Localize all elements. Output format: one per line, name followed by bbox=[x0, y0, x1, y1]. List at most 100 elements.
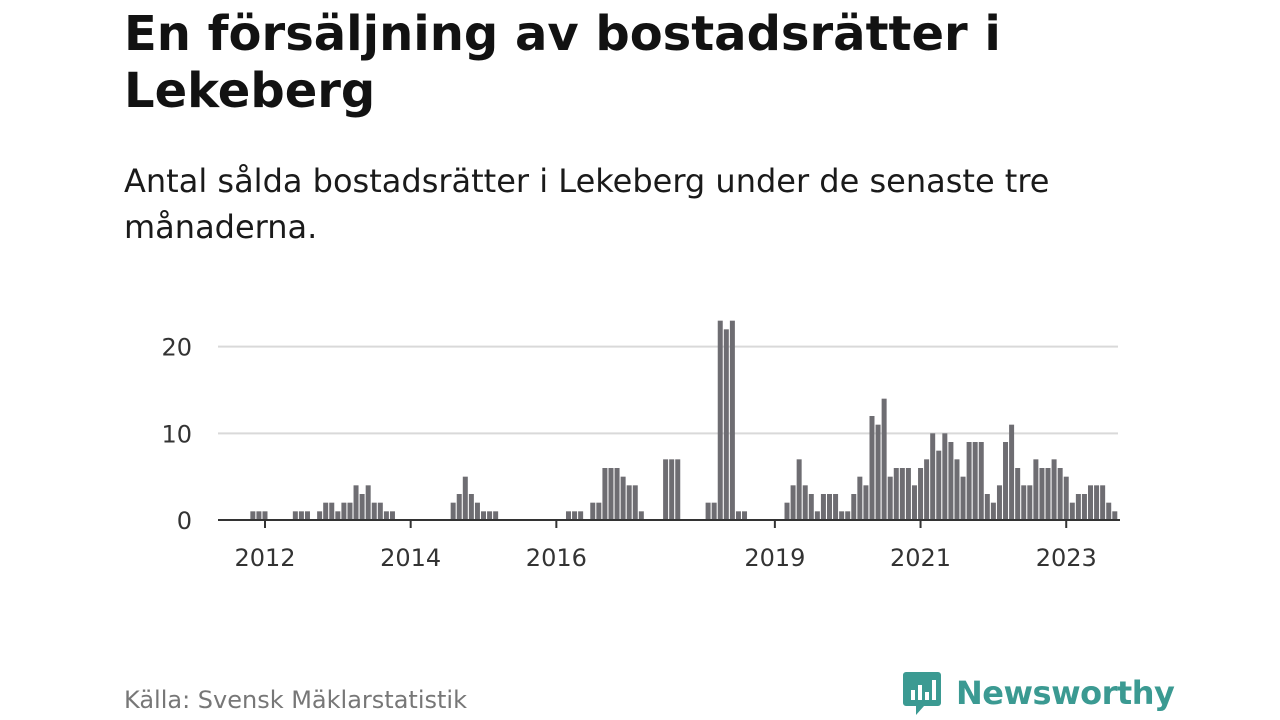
bar-2020-04 bbox=[863, 485, 869, 520]
bar-2016-11 bbox=[614, 468, 620, 520]
bar-2016-12 bbox=[620, 476, 626, 520]
x-tick-label: 2019 bbox=[744, 544, 805, 572]
bar-2020-10 bbox=[899, 468, 905, 520]
brand-logo: Newsworthy bbox=[902, 670, 1175, 716]
bar-2020-11 bbox=[905, 468, 911, 520]
bar-2012-06 bbox=[292, 511, 298, 520]
bar-2021-07 bbox=[954, 459, 960, 520]
bar-2020-03 bbox=[857, 476, 863, 520]
bar-undefined bbox=[1112, 511, 1118, 520]
bar-2020-01 bbox=[845, 511, 851, 520]
bar-2023-03 bbox=[1075, 494, 1081, 520]
x-tick-label: 2014 bbox=[380, 544, 441, 572]
bar-2022-05 bbox=[1015, 468, 1021, 520]
bar-2019-08 bbox=[814, 511, 820, 520]
bar-2014-11 bbox=[468, 494, 474, 520]
bar-2011-12 bbox=[256, 511, 262, 520]
bar-2021-04 bbox=[936, 450, 942, 520]
data-label: 1 bbox=[1137, 0, 1152, 6]
source-note: Källa: Svensk Mäklarstatistik bbox=[124, 686, 467, 714]
bar-2021-06 bbox=[948, 442, 954, 520]
bar-2022-08 bbox=[1033, 459, 1039, 520]
bar-2018-02 bbox=[705, 502, 711, 520]
x-tick-label: 2023 bbox=[1036, 544, 1097, 572]
bar-2022-09 bbox=[1039, 468, 1045, 520]
bar-2015-01 bbox=[481, 511, 487, 520]
bar-undefined bbox=[1094, 485, 1100, 520]
chart-subtitle: Antal sålda bostadsrätter i Lekeberg und… bbox=[124, 162, 1050, 246]
bar-2015-03 bbox=[493, 511, 499, 520]
bar-2020-07 bbox=[881, 398, 887, 520]
bar-2022-01 bbox=[990, 502, 996, 520]
bar-2020-12 bbox=[911, 485, 917, 520]
bar-undefined bbox=[1100, 485, 1106, 520]
bar-2017-07 bbox=[663, 459, 669, 520]
bar-2016-08 bbox=[596, 502, 602, 520]
bar-2018-06 bbox=[729, 320, 735, 520]
bar-undefined bbox=[1106, 502, 1112, 520]
bar-2014-10 bbox=[462, 476, 468, 520]
bar-2023-01 bbox=[1063, 476, 1069, 520]
bar-2016-07 bbox=[590, 502, 596, 520]
newsworthy-logo-icon bbox=[903, 672, 941, 715]
bar-2019-09 bbox=[820, 494, 826, 520]
bar-2023-02 bbox=[1069, 502, 1075, 520]
bar-2019-07 bbox=[808, 494, 814, 520]
bar-2019-05 bbox=[796, 459, 802, 520]
bar-2019-11 bbox=[833, 494, 839, 520]
x-tick-label: 2016 bbox=[526, 544, 587, 572]
y-tick-label: 10 bbox=[161, 420, 192, 448]
x-axis bbox=[218, 519, 1120, 528]
bar-2022-02 bbox=[996, 485, 1002, 520]
bar-2013-06 bbox=[365, 485, 371, 520]
bar-2020-06 bbox=[875, 424, 881, 520]
bar-2012-01 bbox=[262, 511, 268, 520]
bar-2021-09 bbox=[966, 442, 972, 520]
bar-2014-12 bbox=[474, 502, 480, 520]
bar-2019-06 bbox=[802, 485, 808, 520]
y-tick-label: 20 bbox=[161, 334, 192, 362]
bar-2017-03 bbox=[638, 511, 644, 520]
bar-2021-10 bbox=[972, 442, 978, 520]
bar-2011-11 bbox=[250, 511, 256, 520]
bar-2013-02 bbox=[341, 502, 347, 520]
bar-2021-01 bbox=[918, 468, 924, 520]
bar-2015-02 bbox=[487, 511, 493, 520]
chart-title: En försäljning av bostadsrätter i Lekebe… bbox=[124, 6, 1001, 119]
bar-2014-08 bbox=[450, 502, 456, 520]
bar-undefined bbox=[1081, 494, 1087, 520]
bar-2016-05 bbox=[578, 511, 584, 520]
bar-2013-09 bbox=[383, 511, 389, 520]
bar-2013-07 bbox=[371, 502, 377, 520]
bar-2018-07 bbox=[735, 511, 741, 520]
bar-2014-09 bbox=[456, 494, 462, 520]
bar-2022-11 bbox=[1051, 459, 1057, 520]
bar-2012-10 bbox=[317, 511, 323, 520]
bar-2021-05 bbox=[942, 433, 948, 520]
bar-2018-04 bbox=[717, 320, 723, 520]
bar-2013-08 bbox=[377, 502, 383, 520]
bar-2016-10 bbox=[608, 468, 614, 520]
bar-2013-10 bbox=[389, 511, 395, 520]
bar-2016-09 bbox=[602, 468, 608, 520]
bar-2017-08 bbox=[669, 459, 675, 520]
bar-2016-04 bbox=[572, 511, 578, 520]
bar-2020-02 bbox=[851, 494, 857, 520]
bar-2021-02 bbox=[924, 459, 930, 520]
bar-2020-05 bbox=[869, 416, 875, 520]
bar-chart: 0 10 20 2012 2014 2016 2019 2021 2023 1 bbox=[161, 0, 1152, 572]
x-tick-label: 2012 bbox=[234, 544, 295, 572]
bar-2021-11 bbox=[978, 442, 984, 520]
bar-2012-12 bbox=[329, 502, 335, 520]
bar-2013-01 bbox=[335, 511, 341, 520]
bar-2019-04 bbox=[790, 485, 796, 520]
bar-2012-11 bbox=[323, 502, 329, 520]
bar-2022-10 bbox=[1045, 468, 1051, 520]
bar-2022-07 bbox=[1027, 485, 1033, 520]
gridlines bbox=[218, 345, 1118, 435]
bar-2020-09 bbox=[893, 468, 899, 520]
bar-2017-09 bbox=[675, 459, 681, 520]
bar-2022-04 bbox=[1009, 424, 1015, 520]
bar-2018-08 bbox=[742, 511, 748, 520]
bar-2019-10 bbox=[827, 494, 832, 520]
